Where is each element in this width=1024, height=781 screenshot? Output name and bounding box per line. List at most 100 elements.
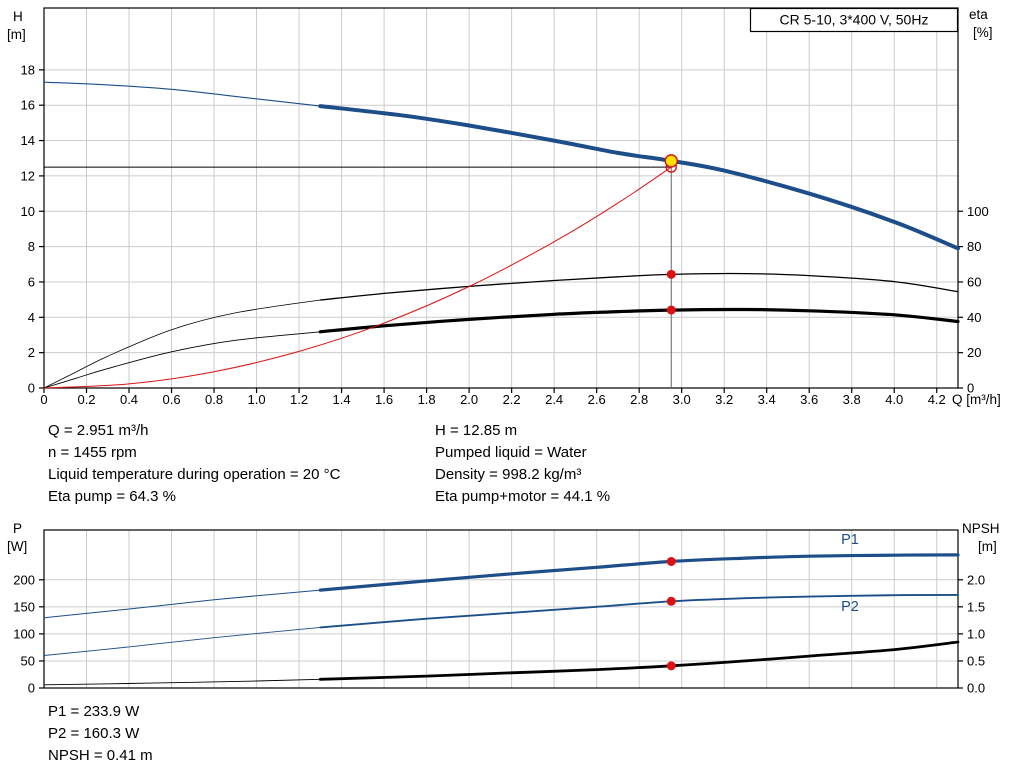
- p-axis-title: P: [13, 521, 22, 536]
- eta-axis-title: eta: [969, 7, 988, 22]
- x-axis-tick-label: 0.6: [162, 392, 180, 407]
- head-annotation: H = 12.85 m: [435, 422, 518, 439]
- eta-pump-duty-point: [666, 269, 676, 279]
- eta-pump-curve-lead-segment: [43, 299, 321, 389]
- left-axis-tick-label: 200: [13, 572, 35, 587]
- plot-border: [43, 529, 959, 689]
- left-axis-tick-label: 6: [28, 274, 35, 289]
- p1-curve-lead-segment: [43, 589, 321, 619]
- pumped-liquid-annotation: Pumped liquid = Water: [435, 444, 587, 461]
- left-axis-tick-label: 8: [28, 239, 35, 254]
- p-axis-unit: [W]: [7, 539, 27, 554]
- npsh-duty-point: [666, 661, 676, 671]
- right-axis-tick-label: 0.5: [967, 653, 985, 668]
- left-axis-tick-label: 150: [13, 599, 35, 614]
- eta-pump-annotation: Eta pump = 64.3 %: [48, 488, 176, 505]
- x-axis-tick-label: 2.6: [588, 392, 606, 407]
- left-axis-tick-label: 100: [13, 626, 35, 641]
- x-axis-tick-label: 3.6: [800, 392, 818, 407]
- npsh-axis-unit: [m]: [978, 539, 997, 554]
- h-axis-unit: [m]: [7, 27, 26, 42]
- series-label-p1: P1: [841, 532, 859, 548]
- x-axis-tick-label: 0.2: [77, 392, 95, 407]
- left-axis-tick-label: 16: [21, 98, 35, 113]
- x-axis-tick-label: 2.2: [503, 392, 521, 407]
- npsh-annotation: NPSH = 0.41 m: [48, 747, 153, 764]
- p1-duty-point: [666, 556, 676, 566]
- density-annotation: Density = 998.2 kg/m³: [435, 466, 582, 483]
- left-axis-tick-label: 10: [21, 204, 35, 219]
- x-axis-tick-label: 1.0: [248, 392, 266, 407]
- right-axis-tick-label: 100: [967, 204, 989, 219]
- right-axis-tick-label: 0.0: [967, 681, 985, 696]
- actual-duty-point: [664, 154, 678, 168]
- x-axis-tick-label: 2.8: [630, 392, 648, 407]
- title-box: CR 5-10, 3*400 V, 50Hz: [749, 7, 959, 33]
- pump-title: CR 5-10, 3*400 V, 50Hz: [780, 12, 929, 28]
- left-axis-tick-label: 18: [21, 62, 35, 77]
- duty-annotations-left: Q = 2.951 m³/h n = 1455 rpm Liquid tempe…: [48, 420, 340, 508]
- qh-eta-chart: 0 2 4 6 8 10 12 14 16 18 0 20 40 60 80 100 0 0.2 0.4 0.6 0.8…: [21, 7, 989, 407]
- x-axis-tick-label: 3.2: [715, 392, 733, 407]
- p1-annotation: P1 = 233.9 W: [48, 703, 140, 720]
- duty-annotations-bottom: P1 = 233.9 W P2 = 160.3 W NPSH = 0.41 m: [48, 701, 153, 767]
- pump-curve-qh-lead-segment: [43, 81, 321, 107]
- x-axis-tick-label: 4.0: [885, 392, 903, 407]
- eta-total-duty-point: [666, 305, 676, 315]
- power-npsh-chart: 0 50 100 150 200 0.0 0.5 1.0 1.5 2.0 P1 P2: [13, 529, 985, 696]
- title-box-border: [749, 7, 959, 33]
- npsh-axis-title: NPSH: [962, 521, 1000, 536]
- x-axis-tick-label: 1.6: [375, 392, 393, 407]
- x-axis-tick-label: 0.4: [120, 392, 138, 407]
- x-axis-tick-label: 0: [40, 392, 47, 407]
- left-axis-tick-label: 2: [28, 345, 35, 360]
- q-axis-title: Q [m³/h]: [952, 392, 1001, 407]
- right-axis-tick-label: 0: [967, 381, 974, 396]
- right-axis-tick-label: 1.0: [967, 626, 985, 641]
- plot-border: [43, 7, 959, 389]
- duty-annotations-right: H = 12.85 m Pumped liquid = Water Densit…: [435, 420, 610, 508]
- left-axis-tick-label: 50: [21, 653, 35, 668]
- p1-curve: [318, 553, 960, 592]
- eta-pump-curve: [319, 272, 959, 301]
- right-axis-tick-label: 20: [967, 345, 981, 360]
- p2-duty-point: [666, 596, 676, 606]
- x-axis-tick-label: 1.4: [333, 392, 351, 407]
- x-axis-tick-label: 3.4: [758, 392, 776, 407]
- speed-annotation: n = 1455 rpm: [48, 444, 137, 461]
- eta-axis-unit: [%]: [973, 25, 993, 40]
- eta-pump-motor-curve-lead-segment: [43, 331, 321, 389]
- right-axis-tick-label: 80: [967, 239, 981, 254]
- pump-curve-qh: [318, 104, 960, 251]
- right-axis-tick-label: 40: [967, 310, 981, 325]
- left-axis-tick-label: 14: [21, 133, 35, 148]
- left-axis-tick-label: 12: [21, 168, 35, 183]
- system-curve: [43, 166, 672, 389]
- eta-total-annotation: Eta pump+motor = 44.1 %: [435, 488, 611, 505]
- x-axis-tick-label: 2.0: [460, 392, 478, 407]
- npsh-curve-lead-segment: [43, 678, 321, 686]
- x-axis-tick-label: 3.0: [673, 392, 691, 407]
- left-axis-tick-label: 0: [28, 681, 35, 696]
- x-axis-tick-label: 1.8: [418, 392, 436, 407]
- x-axis-tick-label: 2.4: [545, 392, 563, 407]
- flow-annotation: Q = 2.951 m³/h: [48, 422, 149, 439]
- p2-curve-lead-segment: [43, 626, 321, 656]
- left-axis-tick-label: 4: [28, 310, 35, 325]
- x-axis-tick-label: 1.2: [290, 392, 308, 407]
- right-axis-tick-label: 1.5: [967, 599, 985, 614]
- liquid-temp-annotation: Liquid temperature during operation = 20…: [48, 466, 341, 483]
- x-axis-tick-label: 0.8: [205, 392, 223, 407]
- right-axis-tick-label: 60: [967, 274, 981, 289]
- npsh-curve: [318, 640, 960, 681]
- x-axis-tick-label: 3.8: [843, 392, 861, 407]
- eta-pump-motor-curve: [318, 307, 960, 334]
- p2-curve: [319, 593, 959, 629]
- h-axis-title: H: [13, 9, 23, 24]
- x-axis-tick-label: 4.2: [928, 392, 946, 407]
- left-axis-tick-label: 0: [28, 381, 35, 396]
- p2-annotation: P2 = 160.3 W: [48, 725, 140, 742]
- series-label-p2: P2: [841, 599, 859, 615]
